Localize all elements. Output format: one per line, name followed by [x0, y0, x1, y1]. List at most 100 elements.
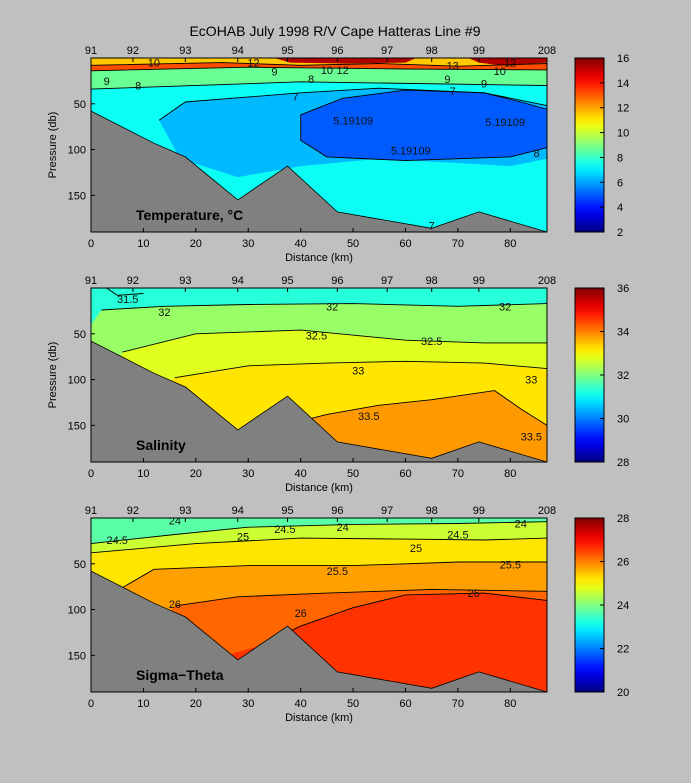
temperature-x-tick-label: 80: [504, 238, 516, 250]
temperature-contour-label: 7: [429, 221, 435, 233]
sigma-theta-y-tick-label: 150: [68, 650, 86, 662]
temperature-station-label: 96: [331, 45, 343, 57]
temperature-colorbar: [574, 57, 605, 233]
sigma-theta-contour-label: 25: [410, 543, 422, 555]
sigma-theta-bathymetry: [91, 570, 547, 692]
salinity-contour-line: [174, 360, 547, 379]
salinity-x-tick-label: 80: [504, 468, 516, 480]
temperature-station-label: 97: [381, 45, 393, 57]
sigma-theta-y-tick-label: 50: [74, 559, 86, 571]
salinity-x-tick-label: 50: [347, 468, 359, 480]
sigma-theta-panel-name: Sigma−Theta: [136, 667, 224, 683]
temperature-contour-line: [91, 81, 547, 90]
temperature-colorbar-tick-label: 14: [617, 78, 629, 90]
sigma-theta-contour-label: 25.5: [327, 566, 348, 578]
temperature-contour-label: 7: [450, 86, 456, 98]
salinity-contour-label: 32.5: [306, 331, 327, 343]
sigma-theta-x-tick-label: 80: [504, 698, 516, 710]
temperature-x-tick-label: 40: [295, 238, 307, 250]
salinity-panel-name: Salinity: [136, 437, 186, 453]
salinity-y-tick-label: 100: [68, 375, 86, 387]
temperature-contour-line: [300, 114, 547, 162]
salinity-station-label: 208: [538, 275, 556, 287]
sigma-theta-x-tick-label: 10: [137, 698, 149, 710]
sigma-theta-colorbar-tick-label: 26: [617, 557, 629, 569]
temperature-contour-line: [91, 62, 547, 67]
temperature-contour-label: 9: [104, 76, 110, 88]
salinity-contour-label: 33: [525, 375, 537, 387]
salinity-contour-line: [248, 390, 547, 462]
sigma-theta-colorbar-tick-label: 22: [617, 644, 629, 656]
salinity-x-tick-label: 30: [242, 468, 254, 480]
sigma-theta-x-tick-label: 0: [88, 698, 94, 710]
salinity-y-tick-label: 50: [74, 329, 86, 341]
temperature-station-label: 98: [426, 45, 438, 57]
temperature-contour-label: 13: [447, 60, 459, 72]
salinity-x-axis-label: Distance (km): [285, 482, 353, 494]
sigma-theta-contour-label: 26: [295, 608, 307, 620]
sigma-theta-plot-area: 24 24.5 25 24.5 24 24 24.5 25 25.5 25.5 26 26 26: [91, 516, 547, 692]
sigma-theta-contour-label: 25.5: [500, 560, 521, 572]
temperature-contour-label: 9: [481, 79, 487, 91]
panel-salinity: 31.5 32 32 32 32.5 32.5 33 33 33.5 33.5 0 10 20 30 40 5…: [47, 275, 629, 494]
salinity-station-label: 99: [473, 275, 485, 287]
temperature-contour-label: 7: [292, 92, 298, 104]
salinity-y-axis-label: Pressure (db): [47, 342, 59, 409]
sigma-theta-contour-label: 24: [336, 522, 348, 534]
sigma-theta-contour-line: [174, 588, 547, 607]
sigma-theta-station-label: 92: [127, 505, 139, 517]
sigma-theta-x-tick-label: 40: [295, 698, 307, 710]
sigma-theta-station-label: 94: [232, 505, 244, 517]
sigma-theta-contour-label: 26: [169, 599, 181, 611]
salinity-station-label: 92: [127, 275, 139, 287]
sigma-theta-contour-label: 24: [515, 519, 527, 531]
temperature-contour-label: 5.19109: [391, 146, 431, 158]
temperature-contour-label: 8: [135, 81, 141, 93]
salinity-contour-line: [122, 329, 547, 353]
salinity-station-label: 94: [232, 275, 244, 287]
sigma-theta-colorbar-tick-label: 28: [617, 513, 629, 525]
salinity-x-tick-label: 60: [399, 468, 411, 480]
salinity-contour-label: 33: [352, 365, 364, 377]
temperature-x-tick-label: 50: [347, 238, 359, 250]
panel-sigma-theta: 24 24.5 25 24.5 24 24 24.5 25 25.5 25.5 26 26 26 0 10 2…: [68, 505, 630, 724]
salinity-colorbar: [574, 287, 605, 463]
temperature-colorbar-tick-label: 8: [617, 152, 623, 164]
sigma-theta-contour-line: [91, 537, 547, 554]
salinity-contour-label: 32: [326, 301, 338, 313]
temperature-station-label: 94: [232, 45, 244, 57]
salinity-colorbar-tick-label: 36: [617, 283, 629, 295]
sigma-theta-x-tick-label: 60: [399, 698, 411, 710]
temperature-contour-line: [91, 66, 547, 72]
sigma-theta-contour-label: 24: [169, 516, 181, 528]
salinity-x-tick-label: 70: [452, 468, 464, 480]
sigma-theta-colorbar-tick-label: 20: [617, 687, 629, 699]
sigma-theta-station-label: 96: [331, 505, 343, 517]
temperature-contour-label: 10: [494, 66, 506, 78]
sigma-theta-x-tick-label: 20: [190, 698, 202, 710]
temperature-x-tick-label: 30: [242, 238, 254, 250]
sigma-theta-y-tick-label: 100: [68, 605, 86, 617]
salinity-station-label: 91: [85, 275, 97, 287]
salinity-station-label: 93: [179, 275, 191, 287]
temperature-station-label: 95: [281, 45, 293, 57]
salinity-colorbar-tick-label: 34: [617, 327, 629, 339]
salinity-colorbar-tick-label: 32: [617, 370, 629, 382]
temperature-x-tick-label: 60: [399, 238, 411, 250]
sigma-theta-contour-line: [258, 592, 547, 692]
temperature-contour-label: 12: [504, 58, 516, 70]
temperature-bathymetry: [91, 110, 547, 232]
temperature-x-axis-label: Distance (km): [285, 252, 353, 264]
temperature-colorbar-tick-label: 4: [617, 202, 623, 214]
temperature-y-tick-label: 50: [74, 99, 86, 111]
temperature-station-label: 91: [85, 45, 97, 57]
sigma-theta-x-tick-label: 70: [452, 698, 464, 710]
temperature-x-tick-label: 20: [190, 238, 202, 250]
salinity-x-tick-label: 20: [190, 468, 202, 480]
temperature-fill-band: [274, 58, 416, 64]
sigma-theta-axes-box: [90, 517, 548, 693]
sigma-theta-contour-line: [122, 561, 547, 588]
sigma-theta-x-tick-label: 30: [242, 698, 254, 710]
sigma-theta-station-label: 97: [381, 505, 393, 517]
